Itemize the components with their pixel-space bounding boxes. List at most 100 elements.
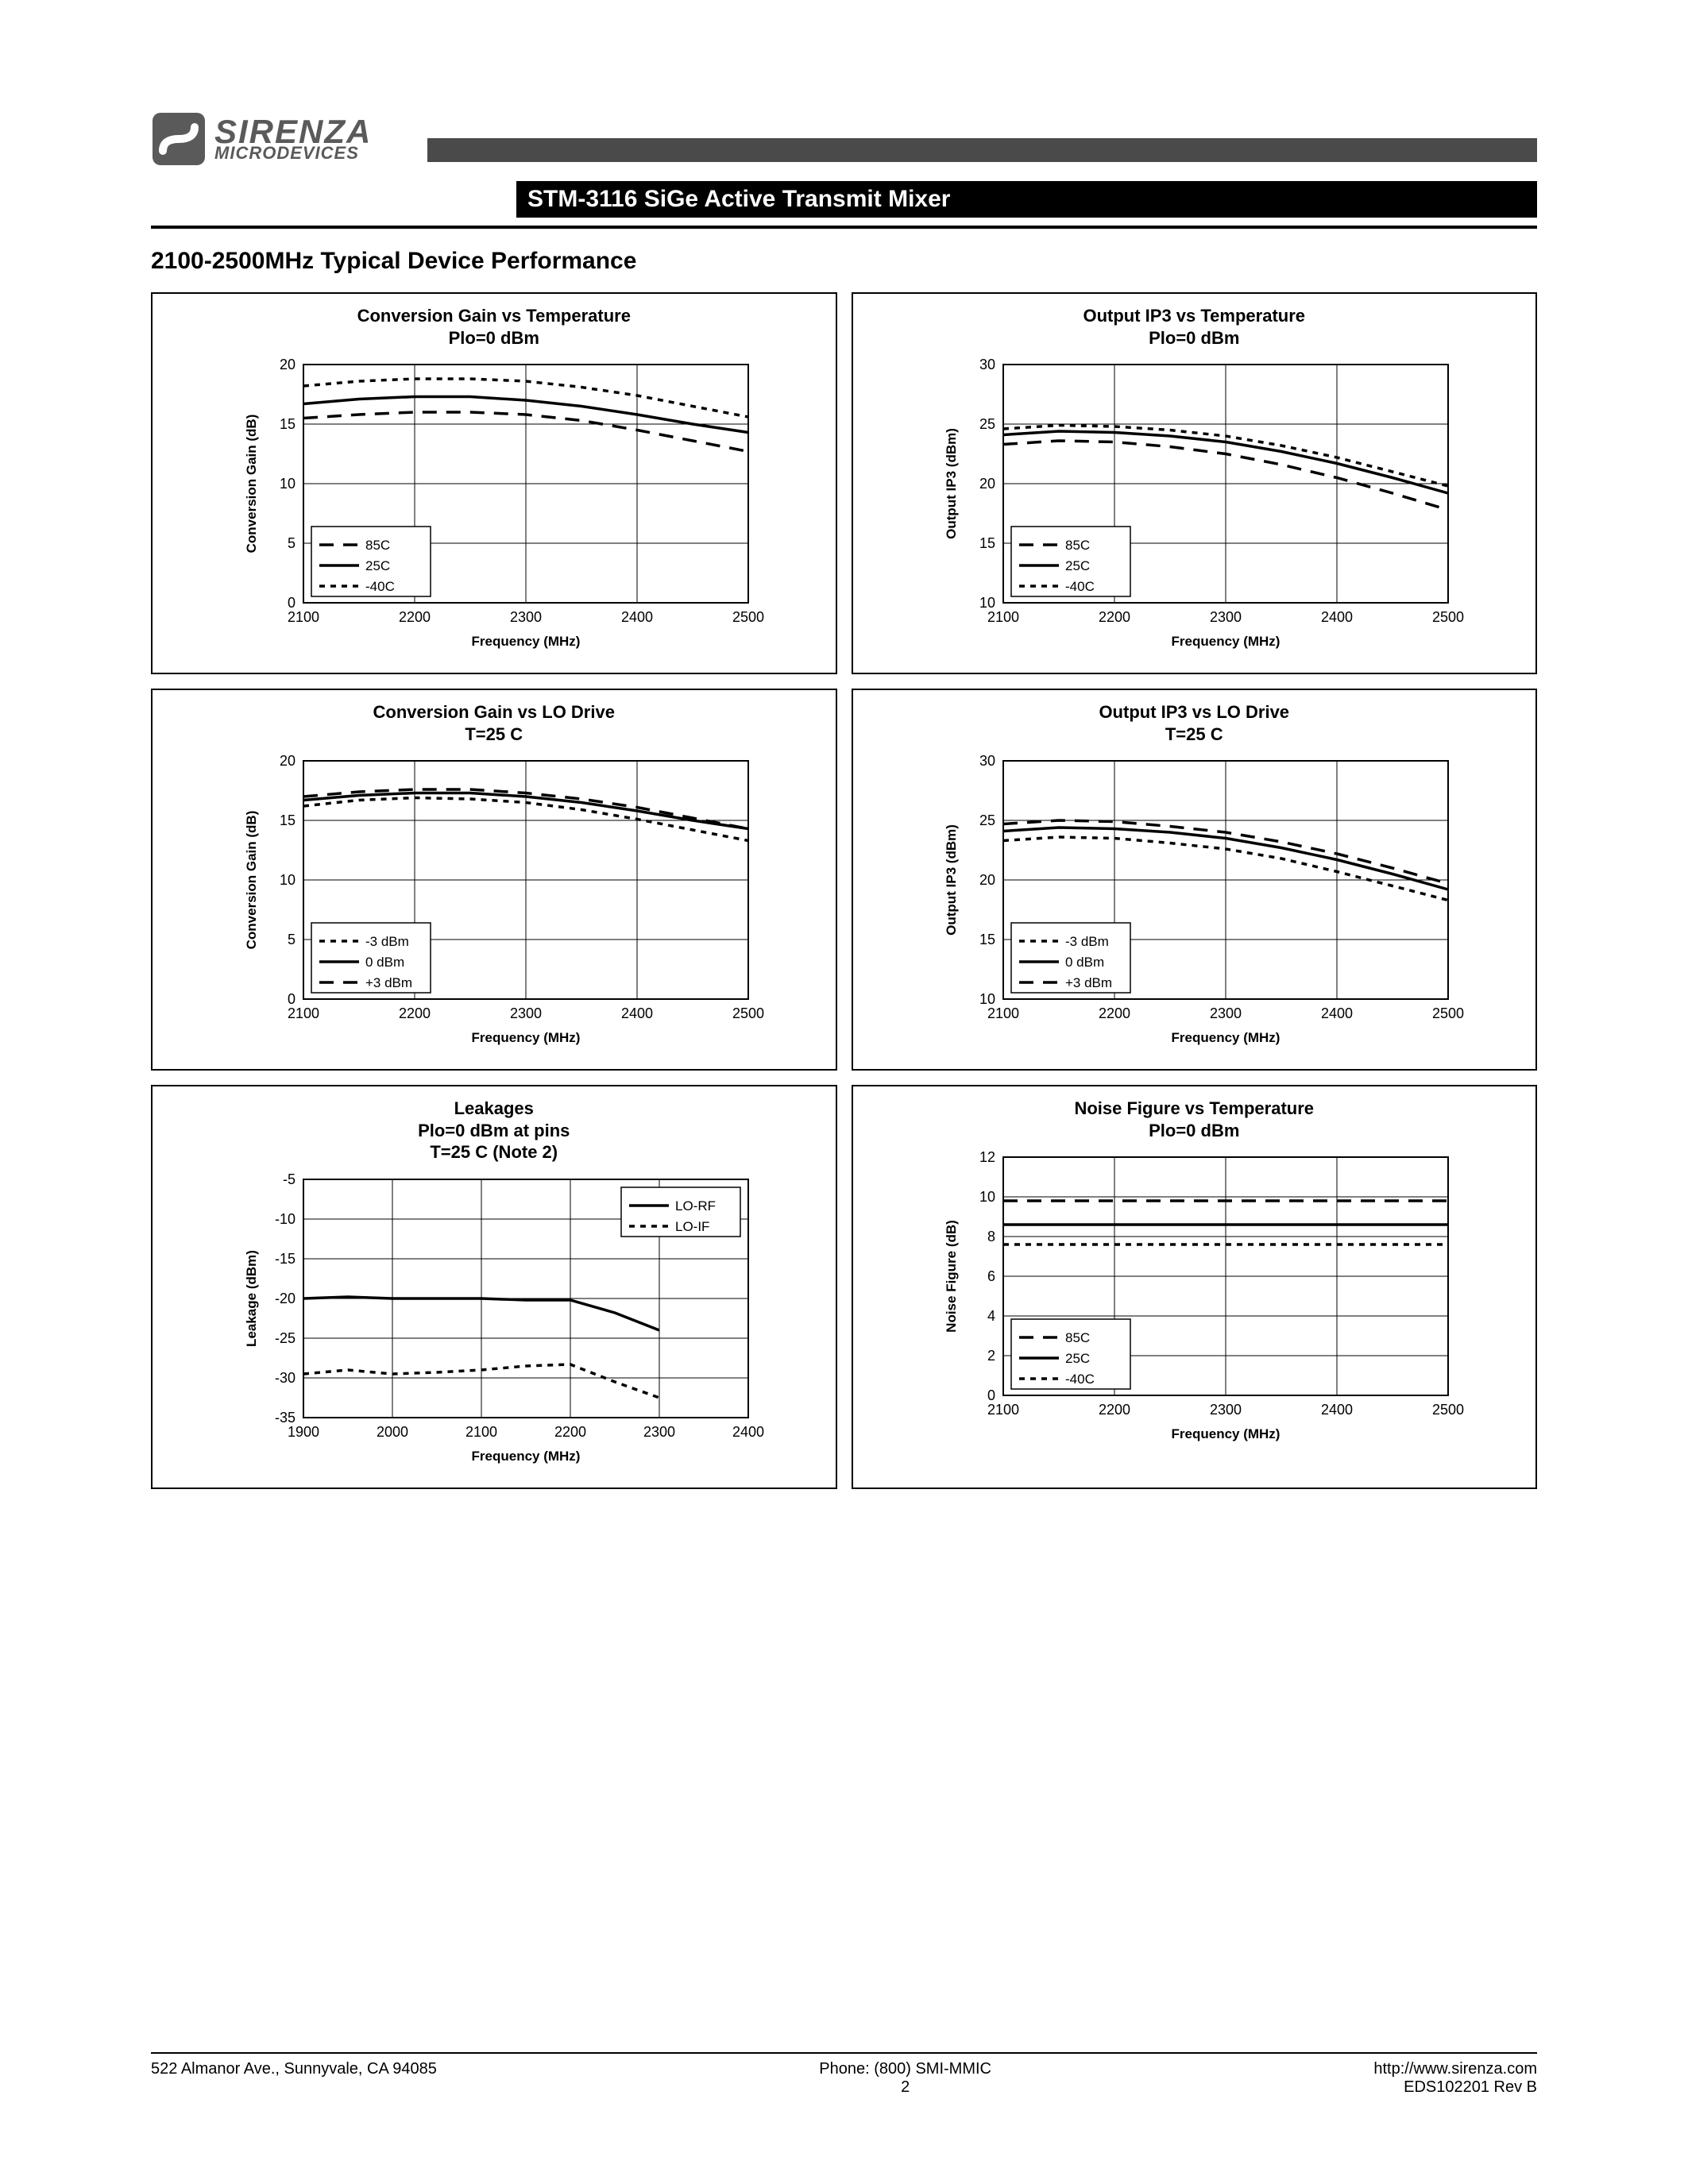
ytick-label: -15 <box>275 1251 295 1267</box>
ylabel: Output IP3 (dBm) <box>944 428 959 539</box>
footer-page: 2 <box>819 2078 991 2097</box>
chart-svg: 210022002300240025001015202530Frequency … <box>924 751 1464 1055</box>
legend-label: 0 dBm <box>365 955 404 970</box>
ytick-label: 10 <box>979 595 995 611</box>
xtick-label: 2100 <box>465 1424 497 1440</box>
xtick-label: 2500 <box>1432 609 1464 625</box>
xtick-label: 2100 <box>987 1005 1019 1021</box>
xtick-label: 1900 <box>288 1424 319 1440</box>
chart-title: Conversion Gain vs LO Drive T=25 C <box>167 701 821 745</box>
ytick-label: 5 <box>288 535 295 551</box>
ytick-label: 30 <box>979 753 995 769</box>
product-title-bar: STM-3116 SiGe Active Transmit Mixer <box>516 181 1537 218</box>
ytick-label: -35 <box>275 1410 295 1426</box>
legend-label: 85C <box>1065 1330 1090 1345</box>
xtick-label: 2100 <box>288 1005 319 1021</box>
title-rule <box>151 226 1537 229</box>
footer: 522 Almanor Ave., Sunnyvale, CA 94085 Ph… <box>151 2052 1537 2097</box>
ytick-label: 6 <box>987 1268 995 1284</box>
xtick-label: 2200 <box>399 1005 431 1021</box>
ylabel: Noise Figure (dB) <box>944 1220 959 1333</box>
legend-label: LO-RF <box>675 1198 716 1214</box>
chart-title: Noise Figure vs Temperature Plo=0 dBm <box>867 1098 1522 1141</box>
chart-svg: 2100220023002400250005101520Frequency (M… <box>224 355 764 658</box>
ytick-label: 10 <box>280 476 295 492</box>
ytick-label: 20 <box>280 357 295 372</box>
ytick-label: 20 <box>979 476 995 492</box>
ytick-label: -5 <box>283 1171 295 1187</box>
logo-icon <box>151 111 207 167</box>
ytick-label: 10 <box>979 991 995 1007</box>
ytick-label: 25 <box>979 812 995 828</box>
chart-title: Output IP3 vs LO Drive T=25 C <box>867 701 1522 745</box>
legend-label: 25C <box>1065 558 1090 573</box>
xtick-label: 2500 <box>732 1005 764 1021</box>
footer-phone: Phone: (800) SMI-MMIC <box>819 2060 991 2078</box>
ytick-label: -20 <box>275 1291 295 1306</box>
logo-main-text: SIRENZA <box>214 118 372 146</box>
xlabel: Frequency (MHz) <box>1172 1426 1280 1441</box>
xtick-label: 2200 <box>554 1424 586 1440</box>
legend-label: 0 dBm <box>1065 955 1104 970</box>
ytick-label: 5 <box>288 932 295 947</box>
ytick-label: 4 <box>987 1308 995 1324</box>
ytick-label: -30 <box>275 1370 295 1386</box>
ytick-label: 10 <box>979 1189 995 1205</box>
xtick-label: 2300 <box>1210 1402 1242 1418</box>
xtick-label: 2200 <box>1099 609 1130 625</box>
xtick-label: 2200 <box>399 609 431 625</box>
xtick-label: 2100 <box>987 1402 1019 1418</box>
xtick-label: 2200 <box>1099 1005 1130 1021</box>
ytick-label: 30 <box>979 357 995 372</box>
xtick-label: 2500 <box>732 609 764 625</box>
xtick-label: 2200 <box>1099 1402 1130 1418</box>
ytick-label: -25 <box>275 1330 295 1346</box>
ytick-label: 10 <box>280 872 295 888</box>
ytick-label: 0 <box>288 991 295 1007</box>
xlabel: Frequency (MHz) <box>1172 1030 1280 1045</box>
ytick-label: 25 <box>979 416 995 432</box>
xtick-label: 2400 <box>1321 609 1353 625</box>
logo: SIRENZA MICRODEVICES <box>151 111 372 167</box>
legend-label: -40C <box>1065 579 1095 594</box>
header-bar <box>427 138 1537 162</box>
chart-conv-gain-temp: Conversion Gain vs Temperature Plo=0 dBm… <box>151 292 837 674</box>
legend-label: 85C <box>365 538 390 553</box>
xtick-label: 2300 <box>510 1005 542 1021</box>
ytick-label: 20 <box>280 753 295 769</box>
xlabel: Frequency (MHz) <box>471 1030 580 1045</box>
ylabel: Output IP3 (dBm) <box>944 824 959 936</box>
xtick-label: 2300 <box>1210 609 1242 625</box>
chart-title: Leakages Plo=0 dBm at pins T=25 C (Note … <box>167 1098 821 1163</box>
ytick-label: 15 <box>280 416 295 432</box>
footer-doc: EDS102201 Rev B <box>1373 2078 1537 2097</box>
ytick-label: 8 <box>987 1229 995 1244</box>
ytick-label: 15 <box>280 812 295 828</box>
logo-sub-text: MICRODEVICES <box>214 146 372 161</box>
xlabel: Frequency (MHz) <box>1172 634 1280 649</box>
ytick-label: 0 <box>288 595 295 611</box>
footer-right: http://www.sirenza.com EDS102201 Rev B <box>1373 2060 1537 2097</box>
chart-svg: 2100 2200 2300 2400 2500 0 5 10 15 20 Frequency (M… <box>224 751 764 1055</box>
legend-label: 25C <box>365 558 390 573</box>
footer-url: http://www.sirenza.com <box>1373 2060 1537 2078</box>
legend-label: 25C <box>1065 1351 1090 1366</box>
chart-grid: Conversion Gain vs Temperature Plo=0 dBm… <box>151 292 1537 1489</box>
legend-label: LO-IF <box>675 1219 709 1234</box>
ylabel: Conversion Gain (dB) <box>244 415 259 554</box>
ytick-label: 2 <box>987 1348 995 1364</box>
chart-svg: 190020002100220023002400-35-30-25-20-15-… <box>224 1170 764 1473</box>
legend-label: -40C <box>1065 1372 1095 1387</box>
xlabel: Frequency (MHz) <box>471 1449 580 1464</box>
chart-title: Output IP3 vs Temperature Plo=0 dBm <box>867 305 1522 349</box>
footer-center: Phone: (800) SMI-MMIC 2 <box>819 2060 991 2097</box>
legend-label: -3 dBm <box>365 934 409 949</box>
footer-address: 522 Almanor Ave., Sunnyvale, CA 94085 <box>151 2060 437 2097</box>
xtick-label: 2400 <box>1321 1402 1353 1418</box>
ytick-label: -10 <box>275 1211 295 1227</box>
xtick-label: 2400 <box>621 1005 653 1021</box>
ytick-label: 15 <box>979 535 995 551</box>
ytick-label: 0 <box>987 1387 995 1403</box>
legend-label: 85C <box>1065 538 1090 553</box>
ytick-label: 20 <box>979 872 995 888</box>
